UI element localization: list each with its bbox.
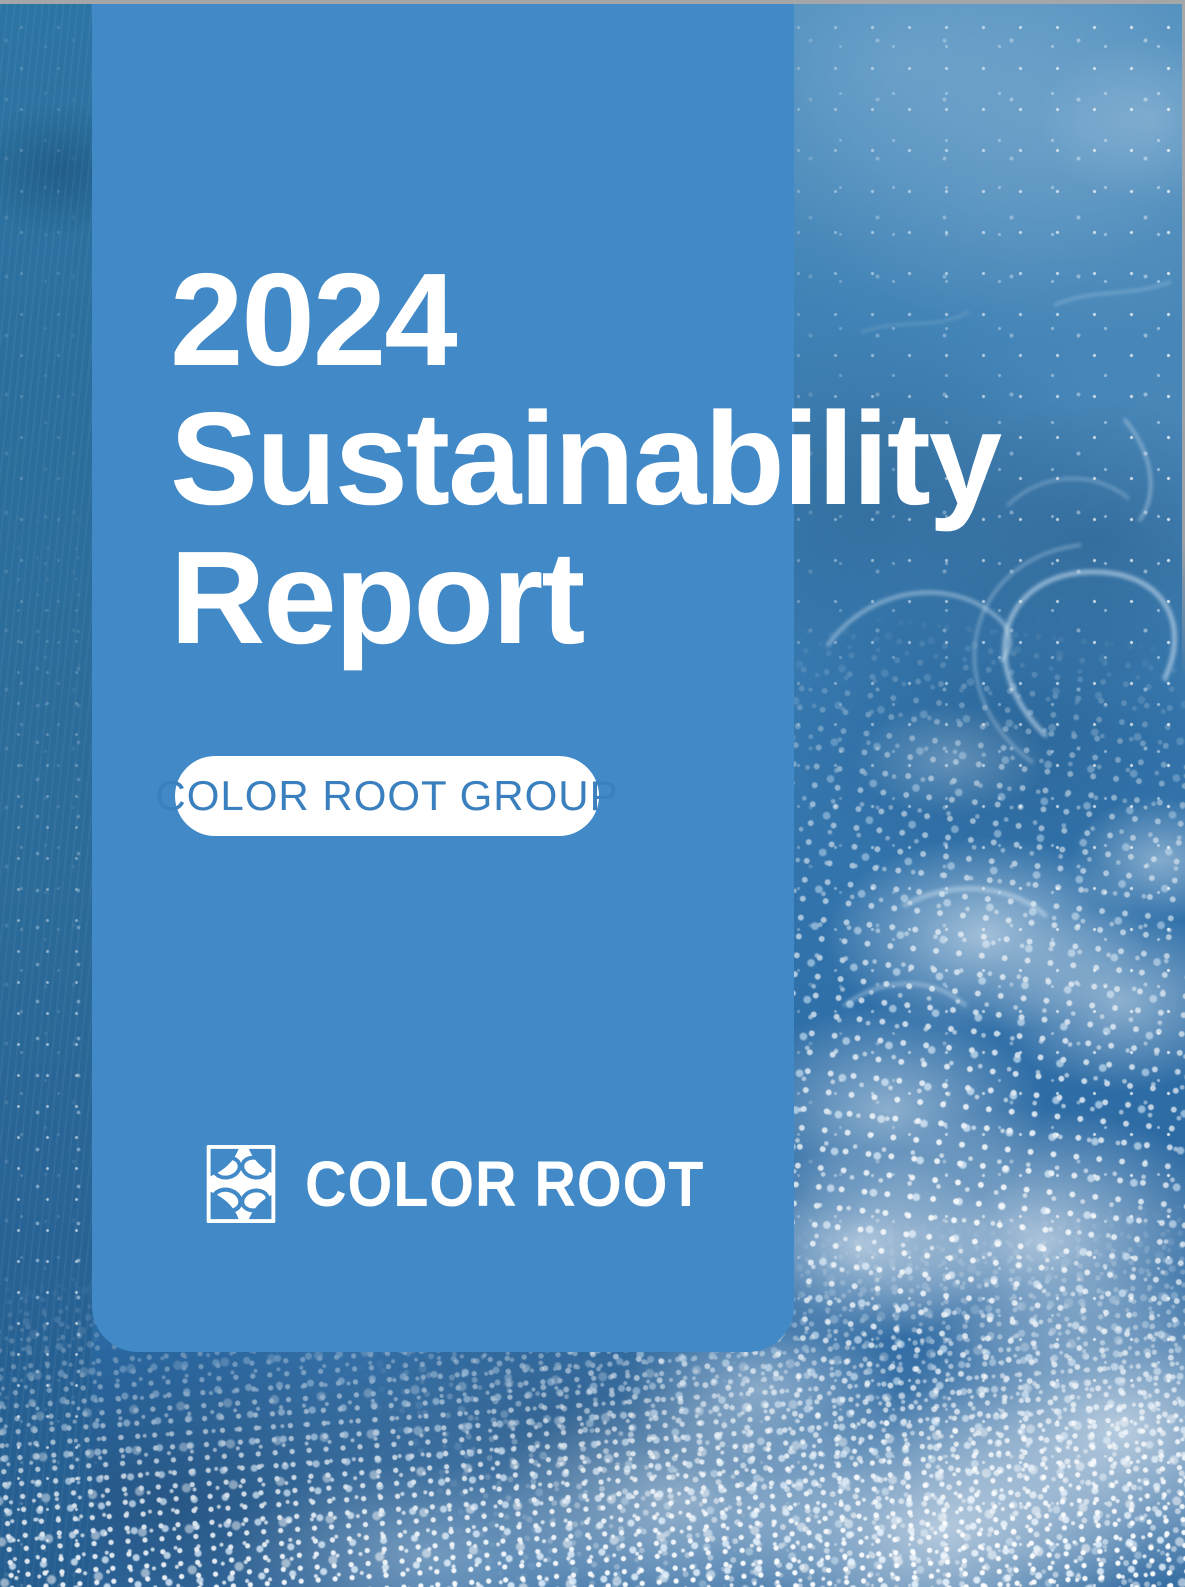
screenshot-border-top bbox=[0, 0, 1185, 4]
report-title-line: 2024 bbox=[170, 246, 458, 393]
group-name-label: COLOR ROOT GROUP bbox=[155, 772, 619, 819]
report-title: 2024 Sustainability Report bbox=[170, 246, 1002, 671]
report-title-line: Report bbox=[170, 524, 585, 671]
screenshot-border-right bbox=[1182, 0, 1185, 680]
cover-panel bbox=[92, 0, 794, 1352]
brand-wordmark: COLOR ROOT bbox=[305, 1148, 705, 1220]
brand-logo: COLOR ROOT bbox=[206, 1145, 749, 1223]
color-root-logo-icon bbox=[206, 1145, 276, 1223]
group-name-pill: COLOR ROOT GROUP bbox=[155, 756, 618, 836]
report-title-line: Sustainability bbox=[170, 385, 1002, 532]
